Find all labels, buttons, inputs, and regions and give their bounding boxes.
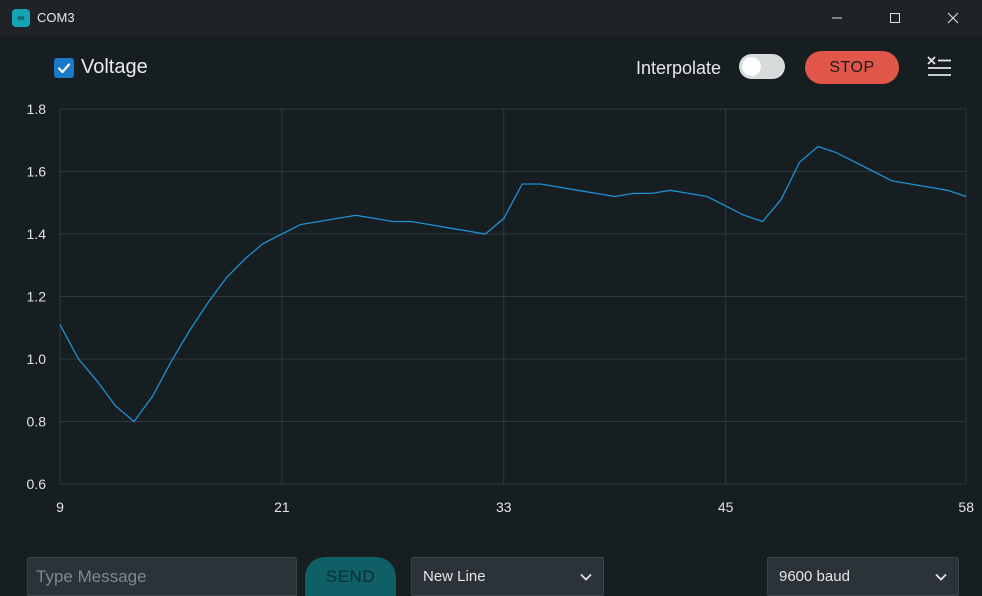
x-tick-label: 21 xyxy=(274,499,290,515)
series-checkbox[interactable] xyxy=(54,58,74,78)
message-input[interactable] xyxy=(27,557,297,596)
y-tick-label: 1.8 xyxy=(27,101,47,117)
y-tick-label: 1.4 xyxy=(27,226,47,242)
y-tick-label: 1.6 xyxy=(27,164,47,180)
send-button[interactable]: SEND xyxy=(305,557,396,596)
y-axis-ticks: 0.6 0.8 1.0 1.2 1.4 1.6 1.8 xyxy=(27,101,47,492)
maximize-icon xyxy=(890,13,900,23)
line-ending-value: New Line xyxy=(423,568,486,585)
minimize-button[interactable] xyxy=(814,0,860,36)
baud-rate-value: 9600 baud xyxy=(779,568,850,585)
y-tick-label: 1.0 xyxy=(27,351,47,367)
close-button[interactable] xyxy=(930,0,976,36)
arduino-infinity-icon: ∞ xyxy=(12,9,30,27)
y-tick-label: 0.6 xyxy=(27,476,47,492)
plotter-toolbar: Voltage Interpolate STOP xyxy=(0,36,982,100)
clear-list-icon[interactable] xyxy=(926,55,952,79)
chevron-down-icon xyxy=(580,573,592,581)
y-tick-label: 1.2 xyxy=(27,289,47,305)
baud-rate-select[interactable]: 9600 baud xyxy=(767,557,959,596)
minimize-icon xyxy=(832,17,842,19)
line-ending-select[interactable]: New Line xyxy=(411,557,604,596)
close-icon xyxy=(947,12,959,24)
stop-button[interactable]: STOP xyxy=(805,51,899,84)
chevron-down-icon xyxy=(935,573,947,581)
voltage-series-line xyxy=(59,145,967,423)
maximize-button[interactable] xyxy=(872,0,918,36)
x-tick-label: 58 xyxy=(958,499,974,515)
interpolate-label: Interpolate xyxy=(636,58,722,78)
interpolate-toggle[interactable] xyxy=(739,54,785,79)
y-tick-label: 0.8 xyxy=(27,414,47,430)
window-title: COM3 xyxy=(37,10,75,25)
voltage-chart: 0.6 0.8 1.0 1.2 1.4 1.6 1.8 9 21 33 45 58 xyxy=(27,101,975,515)
toggle-knob xyxy=(742,57,761,76)
x-tick-label: 33 xyxy=(496,499,512,515)
x-tick-label: 9 xyxy=(56,499,64,515)
chart-grid xyxy=(59,108,967,485)
x-axis-ticks: 9 21 33 45 58 xyxy=(56,499,974,515)
series-label[interactable]: Voltage xyxy=(81,56,148,78)
checkmark-icon xyxy=(57,63,71,74)
title-bar: ∞ COM3 xyxy=(0,0,982,36)
x-tick-label: 45 xyxy=(718,499,734,515)
